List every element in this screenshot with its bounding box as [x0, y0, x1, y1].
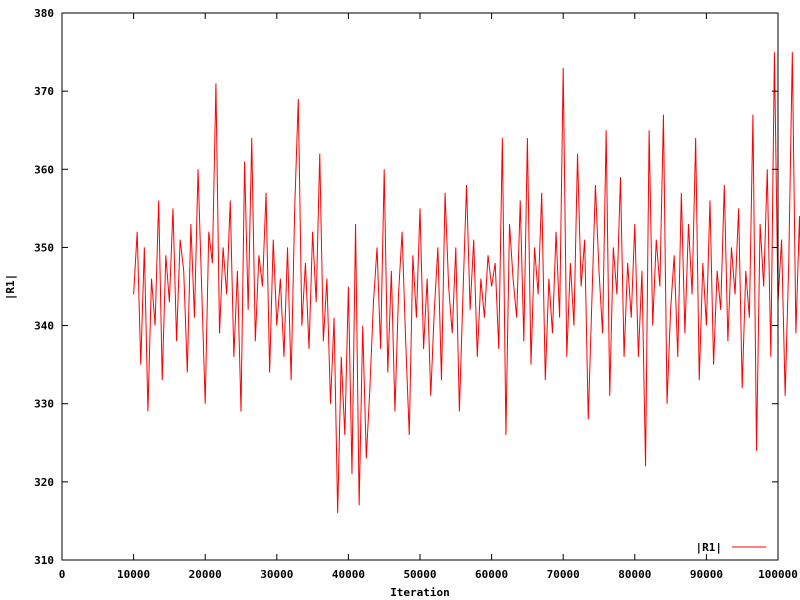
plot-frame — [61, 12, 779, 561]
x-tick-label: 20000 — [189, 568, 222, 581]
series-line-0 — [133, 52, 800, 514]
ticks-layer — [61, 12, 779, 561]
x-tick-label: 70000 — [547, 568, 580, 581]
y-tick-label: 330 — [34, 398, 54, 411]
x-tick-label: 50000 — [403, 568, 436, 581]
y-axis-title: |R1| — [4, 274, 17, 301]
y-tick-label: 340 — [34, 320, 54, 333]
y-tick-label: 310 — [34, 554, 54, 567]
x-tick-label: 80000 — [618, 568, 651, 581]
tick-labels-layer: 0 10000 20000 30000 40000 50000 60000 70000 8000… — [34, 7, 798, 581]
y-tick-label: 370 — [34, 85, 54, 98]
x-tick-label: 40000 — [332, 568, 365, 581]
y-tick-label: 360 — [34, 163, 54, 176]
x-tick-label: 30000 — [260, 568, 293, 581]
legend-label: |R1| — [696, 541, 723, 554]
x-tick-label: 90000 — [690, 568, 723, 581]
y-tick-label: 380 — [34, 7, 54, 20]
x-tick-label: 60000 — [475, 568, 508, 581]
x-tick-label: 100000 — [758, 568, 798, 581]
x-axis-title: Iteration — [390, 586, 450, 599]
y-tick-label: 320 — [34, 476, 54, 489]
y-tick-label: 350 — [34, 241, 54, 254]
series-layer — [133, 52, 800, 514]
legend: |R1| — [696, 541, 766, 554]
x-tick-label: 0 — [59, 568, 66, 581]
x-tick-label: 10000 — [117, 568, 150, 581]
